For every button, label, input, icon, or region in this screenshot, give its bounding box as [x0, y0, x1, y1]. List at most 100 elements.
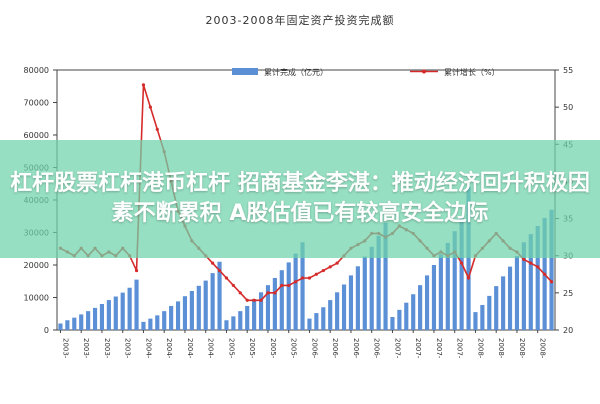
line-point — [335, 261, 339, 265]
bar — [86, 311, 91, 330]
bar — [514, 255, 520, 330]
bar — [376, 235, 381, 330]
bar — [293, 253, 298, 330]
x-axis-tick-label: 2007- — [435, 338, 443, 359]
bar — [494, 286, 499, 330]
bar — [79, 314, 84, 330]
bar — [272, 278, 277, 330]
line-point — [238, 291, 242, 295]
bar — [65, 320, 70, 330]
bar — [224, 320, 229, 330]
x-axis-tick-label: 2004- — [186, 338, 194, 359]
bar — [348, 275, 354, 330]
x-axis-tick-label: 2008- — [539, 338, 547, 359]
right-axis-tick-label: 50 — [563, 103, 573, 112]
bar — [279, 270, 284, 330]
line-point — [231, 283, 235, 288]
bar — [175, 301, 181, 330]
line-point — [259, 298, 263, 302]
bar — [397, 309, 402, 330]
chart-title: 2003-2008年固定资产投资完成额 — [206, 13, 395, 27]
bar — [521, 242, 526, 330]
bar — [106, 300, 111, 330]
right-axis-tick-label: 20 — [563, 326, 573, 335]
bar — [355, 266, 360, 330]
legend-line-marker — [422, 69, 426, 74]
bar — [286, 262, 291, 330]
x-axis-tick-label: 2003- — [124, 338, 132, 359]
bar — [169, 305, 174, 330]
left-axis-tick-label: 20000 — [24, 261, 49, 270]
x-axis-tick-label: 2008- — [476, 338, 484, 359]
bar — [245, 305, 250, 330]
bar — [148, 318, 153, 330]
bar — [501, 276, 506, 330]
x-axis-tick-label: 2008- — [497, 338, 505, 359]
bar — [404, 302, 409, 330]
bar — [189, 291, 194, 330]
bar — [424, 275, 430, 330]
bar — [328, 300, 333, 330]
bar — [418, 285, 423, 330]
line-point — [529, 261, 533, 265]
overlay-banner[interactable]: 杠杆股票杠杆港币杠杆 招商基金李湛：推动经济回升积极因素不断累积 A股估值已有较… — [0, 140, 600, 258]
bar — [362, 256, 367, 330]
line-point — [536, 265, 540, 269]
bar — [182, 296, 188, 330]
x-axis-tick-label: 2008- — [518, 338, 526, 359]
legend-bar-swatch — [232, 68, 258, 75]
legend-bar-label: 累计完成（亿元） — [264, 67, 328, 77]
x-axis-tick-label: 2005- — [290, 338, 298, 359]
line-point — [549, 280, 554, 284]
series-line — [60, 84, 553, 302]
line-point — [141, 83, 146, 87]
right-axis-tick-label: 55 — [563, 66, 573, 75]
bar — [72, 317, 77, 330]
bar — [238, 311, 243, 330]
line-point — [321, 268, 325, 273]
bar — [431, 265, 437, 330]
x-axis-tick-label: 2004- — [144, 338, 152, 359]
x-axis-tick-label: 2005- — [269, 338, 277, 359]
line-point — [307, 276, 312, 280]
line-point — [273, 291, 277, 295]
bar — [120, 292, 125, 330]
x-axis-tick-label: 2005- — [248, 338, 256, 359]
bar — [438, 254, 443, 330]
bar — [258, 292, 264, 330]
line-point — [266, 291, 270, 295]
line-point — [522, 257, 526, 262]
bar — [321, 307, 326, 330]
line-point — [134, 268, 139, 273]
bar — [487, 295, 492, 330]
line-point — [211, 261, 215, 265]
left-axis-tick-label: 0 — [44, 326, 49, 335]
bar — [452, 231, 457, 330]
bar — [341, 284, 347, 330]
legend-line-label: 累计增长（%） — [444, 67, 500, 77]
line-point — [314, 272, 318, 276]
line-point — [148, 105, 152, 109]
right-axis-tick-label: 25 — [563, 289, 573, 298]
x-axis-tick-label: 2003- — [82, 338, 90, 359]
banner-text: 杠杆股票杠杆港币杠杆 招商基金李湛：推动经济回升积极因素不断累积 A股估值已有较… — [10, 171, 590, 226]
bar — [459, 217, 464, 330]
line-point — [543, 272, 547, 276]
x-axis-tick-label: 2004- — [165, 338, 173, 359]
line-point — [252, 298, 256, 302]
x-axis-tick-label: 2006- — [331, 338, 339, 359]
bar — [507, 266, 513, 330]
line-point — [155, 127, 159, 132]
x-axis-tick-label: 2006- — [352, 338, 360, 359]
bar — [252, 299, 257, 330]
bar — [473, 312, 478, 330]
bar — [155, 315, 160, 330]
bar — [162, 311, 167, 330]
line-point — [466, 276, 471, 280]
bar — [127, 287, 132, 330]
bar — [528, 234, 533, 330]
x-axis-tick-label: 2004- — [207, 338, 215, 359]
x-axis-tick-label: 2006- — [373, 338, 381, 359]
bar — [390, 317, 395, 330]
bar — [58, 323, 63, 330]
